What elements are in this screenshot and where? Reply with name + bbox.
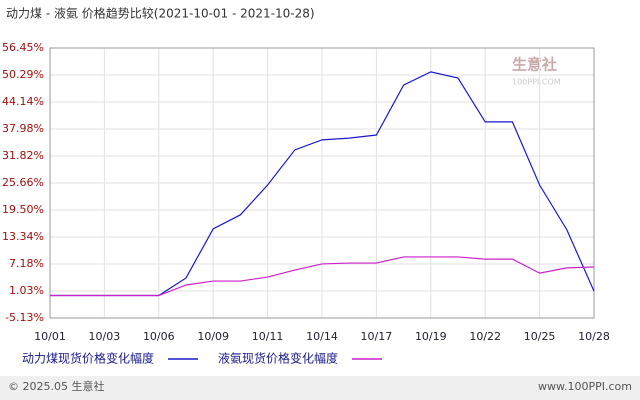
y-tick-label: 31.82% xyxy=(2,149,44,162)
x-tick-label: 10/01 xyxy=(34,330,66,343)
x-tick-label: 10/28 xyxy=(578,330,610,343)
y-tick-label: 37.98% xyxy=(2,122,44,135)
x-tick-label: 10/14 xyxy=(306,330,338,343)
y-tick-label: 25.66% xyxy=(2,176,44,189)
footer-left: © 2025.05 生意社 xyxy=(8,379,104,393)
x-tick-label: 10/17 xyxy=(361,330,393,343)
y-tick-label: 44.14% xyxy=(2,95,44,108)
footer-right: www.100PPI.com xyxy=(538,380,632,393)
x-tick-label: 10/22 xyxy=(469,330,501,343)
x-tick-label: 10/09 xyxy=(197,330,229,343)
y-tick-label: 56.45% xyxy=(2,41,44,54)
legend-label: 动力煤现货价格变化幅度 xyxy=(22,351,154,366)
x-tick-label: 10/25 xyxy=(524,330,556,343)
y-tick-label: 1.03% xyxy=(9,284,44,297)
x-tick-label: 10/11 xyxy=(252,330,284,343)
series-line xyxy=(50,256,595,297)
legend-label: 液氨现货价格变化幅度 xyxy=(218,351,338,366)
y-tick-label: 7.18% xyxy=(9,257,44,270)
x-tick-label: 10/03 xyxy=(89,330,121,343)
plot-border xyxy=(49,47,595,319)
watermark-sub: 100PPI.COM xyxy=(512,78,561,87)
y-tick-label: 50.29% xyxy=(2,68,44,81)
footer-bar xyxy=(0,376,640,400)
x-tick-label: 10/06 xyxy=(143,330,175,343)
watermark: 生意社 xyxy=(512,56,557,74)
y-tick-label: 13.34% xyxy=(2,230,44,243)
x-tick-label: 10/19 xyxy=(415,330,447,343)
chart-title: 动力煤 - 液氨 价格趋势比较(2021-10-01 - 2021-10-28) xyxy=(6,6,315,21)
y-tick-label: -5.13% xyxy=(5,311,44,324)
y-tick-label: 19.50% xyxy=(2,203,44,216)
